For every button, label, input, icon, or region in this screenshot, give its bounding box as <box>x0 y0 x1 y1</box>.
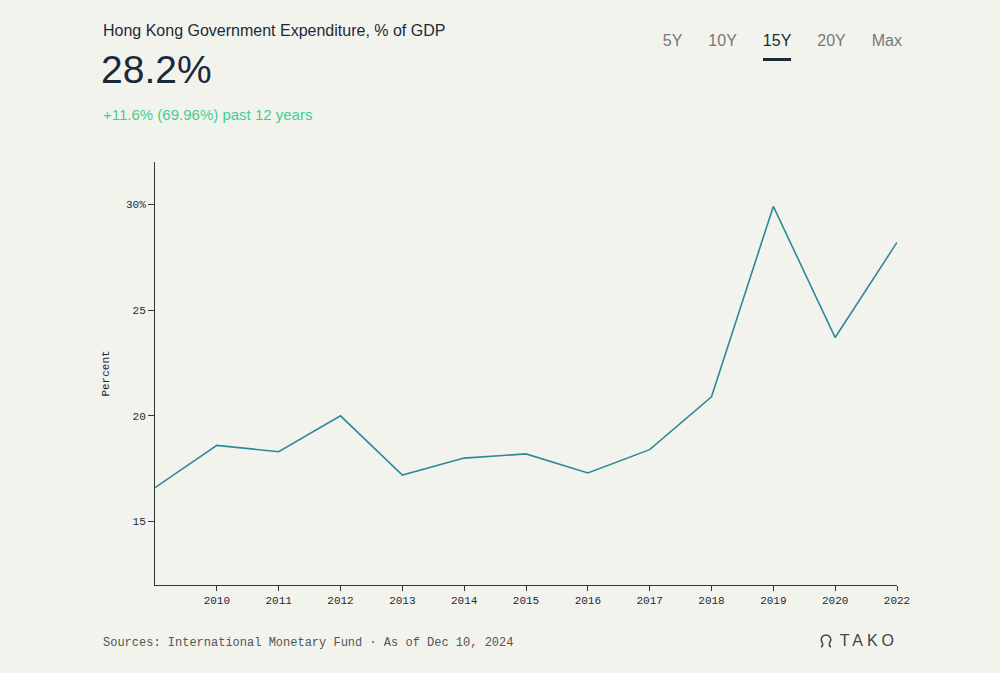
svg-text:Percent: Percent <box>100 350 112 396</box>
html-text:10Y: 10Y <box>708 32 737 49</box>
html-text:Max: Max <box>871 32 902 49</box>
svg-text:2014: 2014 <box>451 595 478 607</box>
svg-text:20: 20 <box>133 411 146 423</box>
html-text:28.2%: 28.2% <box>101 48 212 91</box>
svg-text:2019: 2019 <box>760 595 786 607</box>
html-text:5Y: 5Y <box>662 32 683 49</box>
svg-text:2012: 2012 <box>327 595 353 607</box>
html-text:Sources: International Monetar: Sources: International Monetary Fund · A… <box>103 636 514 650</box>
svg-text:2010: 2010 <box>204 595 230 607</box>
html-text:15Y: 15Y <box>762 32 792 49</box>
svg-text:2022: 2022 <box>884 595 910 607</box>
svg-text:25: 25 <box>133 305 146 317</box>
html-text:Hong Kong Government Expenditu: Hong Kong Government Expenditure, % of G… <box>103 22 446 39</box>
html-text:TAKO: TAKO <box>839 632 898 649</box>
svg-text:30%: 30% <box>126 199 146 211</box>
svg-text:2018: 2018 <box>698 595 724 607</box>
svg-text:2017: 2017 <box>636 595 662 607</box>
svg-text:2020: 2020 <box>822 595 848 607</box>
svg-text:2016: 2016 <box>575 595 601 607</box>
html-text:20Y: 20Y <box>817 32 846 49</box>
html-text:+11.6% (69.96%) past 12 years: +11.6% (69.96%) past 12 years <box>103 106 313 123</box>
svg-text:15: 15 <box>133 516 146 528</box>
svg-text:2015: 2015 <box>513 595 539 607</box>
svg-text:2011: 2011 <box>265 595 292 607</box>
svg-text:2013: 2013 <box>389 595 415 607</box>
